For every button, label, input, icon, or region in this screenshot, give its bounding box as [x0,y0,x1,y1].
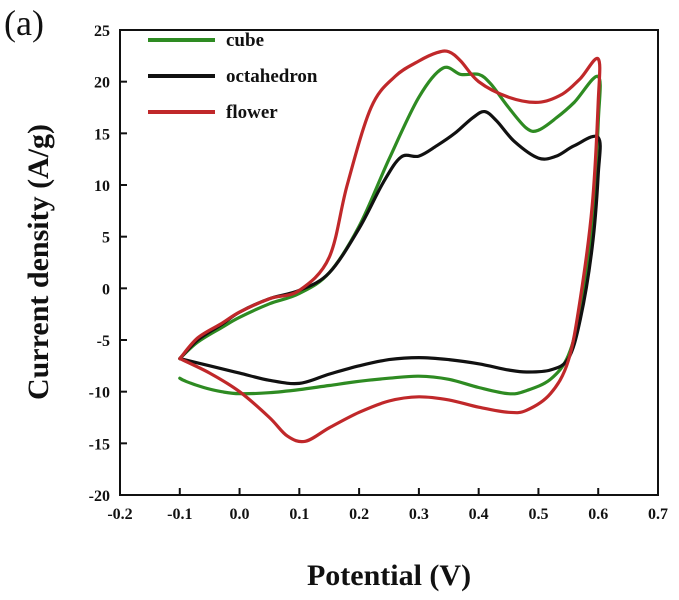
y-tick-label: -15 [89,436,110,453]
series-line-flower [178,49,602,444]
x-tick-label: 0.6 [588,506,608,523]
legend-label-flower: flower [226,102,278,123]
y-tick-label: 5 [102,230,110,247]
plot-frame [119,29,659,496]
y-tick-label: 10 [94,178,110,195]
x-axis-title: Potential (V) [307,559,471,592]
x-tick-label: 0.3 [409,506,429,523]
x-tick-label: -0.2 [107,506,132,523]
y-tick-label: -20 [89,488,110,505]
series-layer [178,49,602,444]
x-tick-label: 0.5 [528,506,548,523]
x-tick-label: 0.0 [230,506,250,523]
y-tick-label: 20 [94,75,110,92]
axis-ticks: -0.2 -0.1 0.0 0.1 0.2 0.3 0.4 0.5 0.6 0.7 -20 -15 -1… [89,23,668,523]
y-tick-label: 15 [94,126,110,143]
x-tick-label: 0.1 [289,506,309,523]
x-tick-label: -0.1 [167,506,192,523]
legend-label-cube: cube [226,30,264,51]
y-tick-label: -5 [97,333,110,350]
y-tick-label: 0 [102,281,110,298]
y-axis-title: Current density (A/g) [22,124,55,400]
y-tick-label: -10 [89,385,110,402]
legend: cube octahedron flower [148,30,318,123]
x-tick-label: 0.7 [648,506,668,523]
x-tick-label: 0.4 [469,506,489,523]
series-line-octahedron [178,109,602,386]
panel-label: (a) [4,3,44,43]
x-tick-label: 0.2 [349,506,369,523]
y-tick-label: 25 [94,23,110,40]
legend-label-octahedron: octahedron [226,66,318,87]
